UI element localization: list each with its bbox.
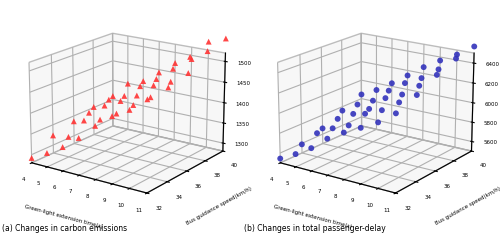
X-axis label: Green-light extension time(s): Green-light extension time(s) xyxy=(273,204,352,230)
Text: (a) Changes in carbon emissions: (a) Changes in carbon emissions xyxy=(2,224,128,233)
Y-axis label: Bus guidance speed(km/h): Bus guidance speed(km/h) xyxy=(434,186,500,226)
Y-axis label: Bus guidance speed(km/h): Bus guidance speed(km/h) xyxy=(186,186,252,226)
X-axis label: Green-light extension time(s): Green-light extension time(s) xyxy=(24,204,103,230)
Text: (b) Changes in total passenger-delay: (b) Changes in total passenger-delay xyxy=(244,224,386,233)
